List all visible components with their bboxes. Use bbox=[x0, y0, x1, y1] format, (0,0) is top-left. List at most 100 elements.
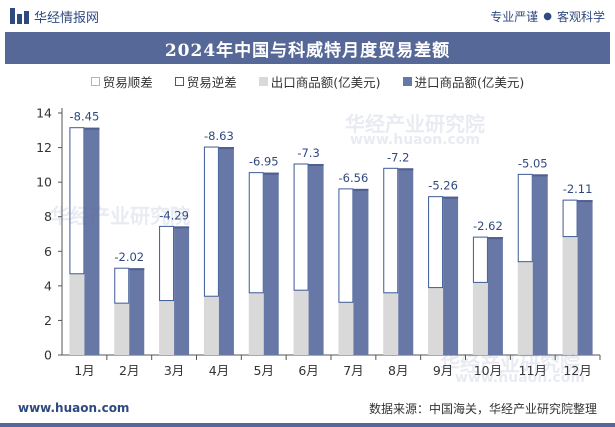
import-bar bbox=[532, 174, 548, 355]
y-tick-label: 6 bbox=[44, 244, 52, 259]
deficit-bar bbox=[472, 236, 488, 283]
legend-label-import: 进口商品额(亿美元) bbox=[414, 74, 525, 90]
footer-site-link[interactable]: www.huaon.com bbox=[18, 401, 130, 415]
bottom-accent-line bbox=[0, 423, 615, 427]
deficit-bar bbox=[203, 146, 219, 297]
deficit-bar bbox=[114, 267, 130, 304]
deficit-bar bbox=[562, 199, 578, 238]
deficit-bar bbox=[428, 196, 444, 289]
legend-item-surplus[interactable]: 贸易顺差 bbox=[90, 72, 153, 91]
x-tick-label: 4月 bbox=[209, 363, 229, 378]
y-tick-label: 0 bbox=[44, 348, 52, 363]
data-label: -8.45 bbox=[70, 110, 100, 124]
chart-title: 2024年中国与科威特月度贸易差额 bbox=[164, 40, 451, 61]
deficit-bar bbox=[383, 167, 399, 294]
x-tick-label: 3月 bbox=[164, 363, 184, 378]
legend-item-deficit[interactable]: 贸易逆差 bbox=[174, 72, 237, 91]
slogan: 专业严谨 ● 客观科学 bbox=[490, 8, 605, 25]
legend-label-deficit: 贸易逆差 bbox=[186, 74, 237, 90]
data-label: -7.3 bbox=[297, 146, 319, 160]
data-label: -2.02 bbox=[114, 250, 144, 264]
import-bar-top-edge bbox=[443, 196, 459, 199]
export-bar bbox=[383, 292, 399, 355]
import-bar-top-edge bbox=[129, 268, 145, 271]
legend-swatch-import bbox=[402, 76, 412, 86]
import-bar bbox=[174, 226, 190, 355]
import-bar-top-edge bbox=[174, 226, 190, 229]
data-label: -7.2 bbox=[387, 150, 409, 164]
x-tick-label: 11月 bbox=[519, 363, 547, 378]
deficit-bar bbox=[69, 127, 85, 275]
x-tick-label: 6月 bbox=[298, 363, 318, 378]
x-tick-label: 5月 bbox=[254, 363, 274, 378]
export-bar bbox=[69, 273, 85, 355]
import-bar bbox=[218, 147, 234, 355]
y-tick-label: 12 bbox=[36, 140, 52, 155]
brand-logo-icon bbox=[10, 8, 29, 24]
export-bar bbox=[472, 282, 488, 355]
x-tick-label: 12月 bbox=[563, 363, 591, 378]
import-bar-top-edge bbox=[218, 147, 234, 150]
import-bar bbox=[308, 163, 324, 355]
data-label: -4.29 bbox=[159, 208, 189, 222]
footer-source: 数据来源：中国海关，华经产业研究院整理 bbox=[368, 401, 597, 416]
export-bar bbox=[248, 292, 264, 355]
data-label: -8.63 bbox=[204, 129, 234, 143]
top-header: 华经情报网 专业严谨 ● 客观科学 bbox=[0, 0, 615, 32]
y-tick-label: 14 bbox=[36, 106, 52, 121]
y-tick-label: 2 bbox=[44, 313, 52, 328]
import-bar-top-edge bbox=[353, 188, 369, 191]
data-label: -2.11 bbox=[563, 182, 593, 196]
slogan-left: 专业严谨 bbox=[490, 9, 539, 24]
slogan-right: 客观科学 bbox=[556, 9, 605, 24]
legend-item-import[interactable]: 进口商品额(亿美元) bbox=[402, 72, 525, 91]
brand-name: 华经情报网 bbox=[34, 10, 100, 26]
y-tick-label: 8 bbox=[44, 209, 52, 224]
legend-swatch-export bbox=[258, 76, 268, 86]
deficit-bar bbox=[293, 163, 309, 291]
legend-label-export: 出口商品额(亿美元) bbox=[270, 74, 381, 90]
import-bar bbox=[263, 172, 279, 355]
export-bar bbox=[114, 303, 130, 355]
import-bar bbox=[84, 127, 100, 355]
data-label: -6.95 bbox=[249, 155, 279, 169]
y-tick-label: 4 bbox=[44, 278, 52, 293]
import-bar-top-edge bbox=[308, 163, 324, 166]
import-bar bbox=[129, 268, 145, 355]
import-bar bbox=[443, 196, 459, 355]
legend-label-surplus: 贸易顺差 bbox=[102, 74, 153, 90]
legend-item-export[interactable]: 出口商品额(亿美元) bbox=[258, 72, 381, 91]
bullet-dot-icon: ● bbox=[543, 10, 552, 22]
import-bar-top-edge bbox=[532, 174, 548, 177]
import-bar bbox=[487, 237, 503, 355]
y-tick-label: 10 bbox=[36, 175, 52, 190]
legend-swatch-deficit bbox=[174, 76, 184, 86]
deficit-bar bbox=[338, 188, 354, 303]
export-bar bbox=[428, 287, 444, 355]
data-label: -2.62 bbox=[473, 219, 503, 233]
x-tick-label: 2月 bbox=[119, 363, 139, 378]
export-bar bbox=[203, 296, 219, 355]
data-label: -6.56 bbox=[339, 171, 369, 185]
chart-title-bar: 2024年中国与科威特月度贸易差额 bbox=[5, 32, 610, 64]
import-bar bbox=[577, 200, 593, 355]
import-bar-top-edge bbox=[487, 237, 503, 240]
deficit-bar bbox=[159, 225, 175, 302]
deficit-bar bbox=[248, 172, 264, 294]
bar-chart: 0 2 4 6 8 10 12 14 -8.45 1月 -2.02 2月 -4.29 3月 -8.63 4月 -… bbox=[36, 106, 601, 378]
export-bar bbox=[293, 290, 309, 355]
x-tick-label: 9月 bbox=[433, 363, 453, 378]
x-tick-label: 7月 bbox=[343, 363, 363, 378]
data-label: -5.26 bbox=[428, 179, 458, 193]
import-bar-top-edge bbox=[398, 168, 414, 171]
brand[interactable]: 华经情报网 bbox=[10, 7, 99, 26]
x-tick-label: 8月 bbox=[388, 363, 408, 378]
import-bar-top-edge bbox=[84, 127, 100, 130]
import-bar-top-edge bbox=[263, 172, 279, 175]
export-bar bbox=[517, 261, 533, 355]
export-bar bbox=[562, 236, 578, 355]
export-bar bbox=[159, 300, 175, 355]
x-tick-label: 10月 bbox=[474, 363, 502, 378]
deficit-bar bbox=[517, 173, 533, 263]
export-bar bbox=[338, 302, 354, 355]
